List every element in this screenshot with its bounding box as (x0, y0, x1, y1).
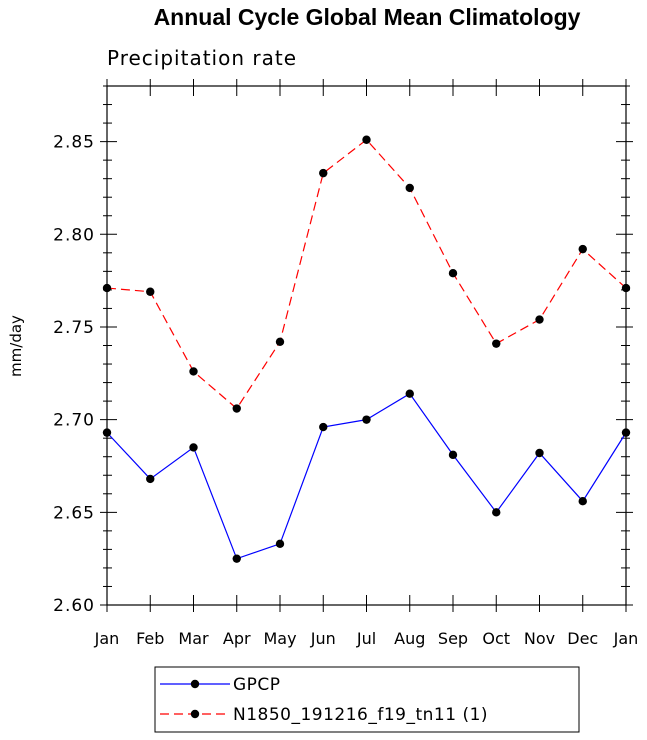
series-1-point (535, 315, 544, 324)
legend-marker-model (190, 709, 200, 719)
series-0-point (405, 389, 414, 398)
series-line-1 (106, 138, 627, 410)
series-0-point (492, 508, 501, 517)
x-tick-label: Apr (223, 629, 251, 648)
series-0-point (362, 415, 371, 424)
y-tick-label: 2.80 (53, 225, 95, 245)
series-1-point (492, 339, 501, 348)
y-tick-label: 2.85 (53, 133, 95, 153)
legend-label-gpcp: GPCP (233, 675, 281, 695)
series-1-point (578, 244, 587, 254)
series-0-point (232, 554, 241, 563)
x-tick-label: Nov (524, 629, 555, 648)
series-1-point (319, 168, 328, 178)
series-0-point (535, 448, 544, 458)
series-1-point (275, 337, 285, 346)
x-tick-label: Jul (356, 629, 376, 648)
series-1-point (232, 404, 241, 413)
x-tick-label: Aug (394, 629, 425, 648)
chart-title: Annual Cycle Global Mean Climatology (154, 4, 581, 30)
chart-subtitle: Precipitation rate (107, 46, 297, 70)
y-axis-label: mm/day (7, 315, 25, 377)
series-1-point (362, 135, 371, 144)
x-tick-label: Feb (136, 629, 164, 648)
y-tick-label: 2.60 (53, 596, 95, 616)
series-0-point (189, 443, 198, 452)
series-0-point (275, 539, 285, 549)
series-0-point (578, 497, 587, 506)
legend-marker-gpcp (190, 679, 200, 689)
legend-entry-model: N1850_191216_f19_tn11 (1) (160, 705, 488, 725)
series-0-point (319, 422, 328, 432)
x-tick-label: Dec (567, 629, 598, 648)
series-0-point (448, 450, 458, 460)
series-1-point (448, 269, 458, 278)
legend-label-model: N1850_191216_f19_tn11 (1) (233, 705, 488, 725)
x-tick-label: Mar (178, 629, 209, 648)
series-1-point (189, 367, 198, 376)
x-tick-label: Jun (310, 629, 336, 648)
y-tick-label: 2.75 (53, 318, 95, 338)
series-layer (102, 135, 631, 563)
x-tick-label: Jan (613, 629, 639, 648)
series-0-point (146, 474, 155, 484)
y-tick-label: 2.65 (53, 503, 95, 523)
x-tick-labels: Jan Feb Mar Apr May Jun Jul Aug Sep Oct Nov Dec Jan (94, 629, 639, 648)
legend: GPCP N1850_191216_f19_tn11 (1) (154, 666, 580, 733)
plot-frame (106, 85, 627, 606)
legend-box (154, 666, 580, 733)
y-tick-labels: 2.60 2.65 2.70 2.75 2.80 2.85 (53, 133, 95, 616)
x-tick-label: Jan (94, 629, 120, 648)
x-tick-label: Oct (482, 629, 510, 648)
legend-entry-gpcp: GPCP (160, 675, 281, 695)
x-tick-label: Sep (438, 629, 468, 648)
series-1-point (405, 183, 414, 193)
y-tick-label: 2.70 (53, 411, 95, 431)
x-tick-label: May (263, 629, 296, 648)
series-1-point (146, 287, 155, 296)
